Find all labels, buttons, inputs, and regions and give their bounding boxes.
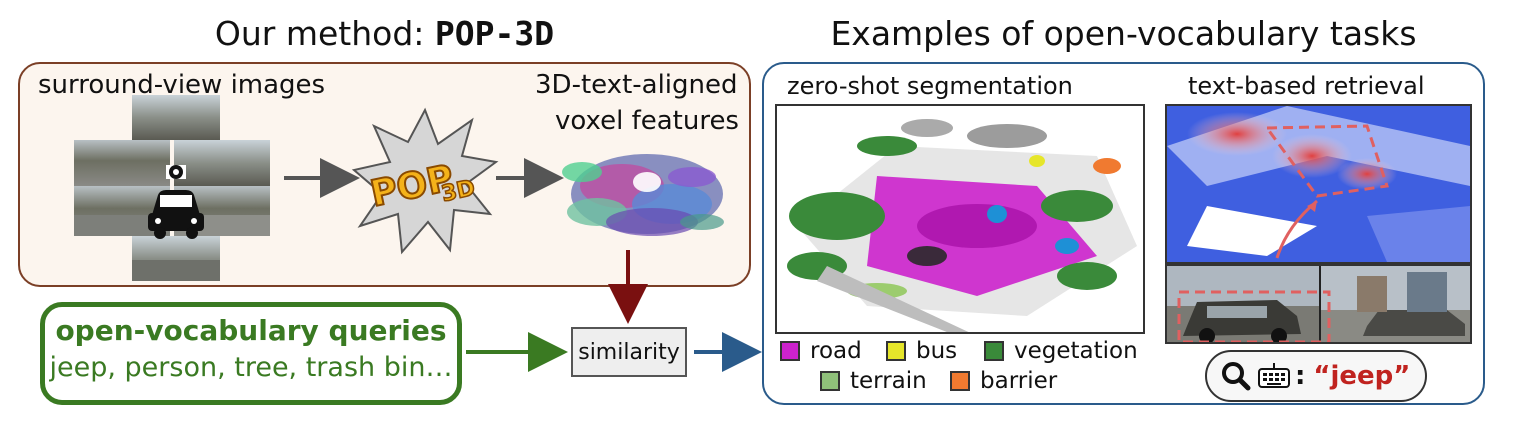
legend-label-road: road (810, 338, 862, 364)
features-label-line1: 3D-text-aligned (535, 70, 738, 100)
segmentation-voxels (787, 119, 1137, 332)
segmentation-view (775, 104, 1145, 334)
left-title-prefix: Our method: (214, 14, 435, 53)
legend-label-barrier: barrier (980, 368, 1058, 394)
queries-examples: jeep, person, tree, trash bin… (49, 352, 453, 383)
legend-item-vegetation: vegetation (984, 338, 1138, 364)
legend-swatch-vegetation (984, 341, 1004, 361)
car-icon (148, 165, 204, 239)
left-title: Our method: POP-3D (18, 14, 751, 53)
similarity-box: similarity (571, 327, 687, 377)
retrieval-search-field[interactable]: : “jeep” (1205, 350, 1427, 402)
legend-item-bus: bus (886, 338, 957, 364)
right-title: Examples of open-vocabulary tasks (830, 14, 1417, 53)
legend-item-terrain: terrain (820, 368, 927, 394)
legend-item-road: road (780, 338, 862, 364)
method-name: POP-3D (434, 14, 555, 53)
search-colon: : (1295, 361, 1306, 391)
legend-swatch-bus (886, 341, 906, 361)
camera-image-front-right (174, 140, 270, 186)
features-label-line2: voxel features (555, 106, 739, 136)
queries-heading: open-vocabulary queries (55, 314, 447, 347)
legend-label-terrain: terrain (850, 368, 927, 394)
legend-swatch-terrain (820, 371, 840, 391)
similarity-label: similarity (578, 339, 680, 365)
retrieval-query-text: “jeep” (1313, 361, 1411, 391)
retrieval-heatmap (1165, 104, 1472, 264)
legend-swatch-road (780, 341, 800, 361)
camera-image-front (132, 95, 220, 140)
queries-box[interactable] (40, 302, 462, 405)
legend-label-bus: bus (916, 338, 958, 364)
search-icon (1222, 362, 1251, 391)
voxel-features-visual (562, 154, 724, 236)
camera-image-front-left (74, 140, 170, 186)
legend-label-vegetation: vegetation (1014, 338, 1138, 364)
legend-swatch-barrier (950, 371, 970, 391)
keyboard-icon (1258, 363, 1290, 388)
legend-item-barrier: barrier (950, 368, 1057, 394)
segmentation-title: zero-shot segmentation (787, 72, 1073, 100)
retrieval-title: text-based retrieval (1188, 72, 1425, 100)
pop3d-logo: POP 3D (351, 107, 499, 255)
retrieval-camera-images (1165, 264, 1472, 344)
surround-view-images (74, 95, 270, 281)
